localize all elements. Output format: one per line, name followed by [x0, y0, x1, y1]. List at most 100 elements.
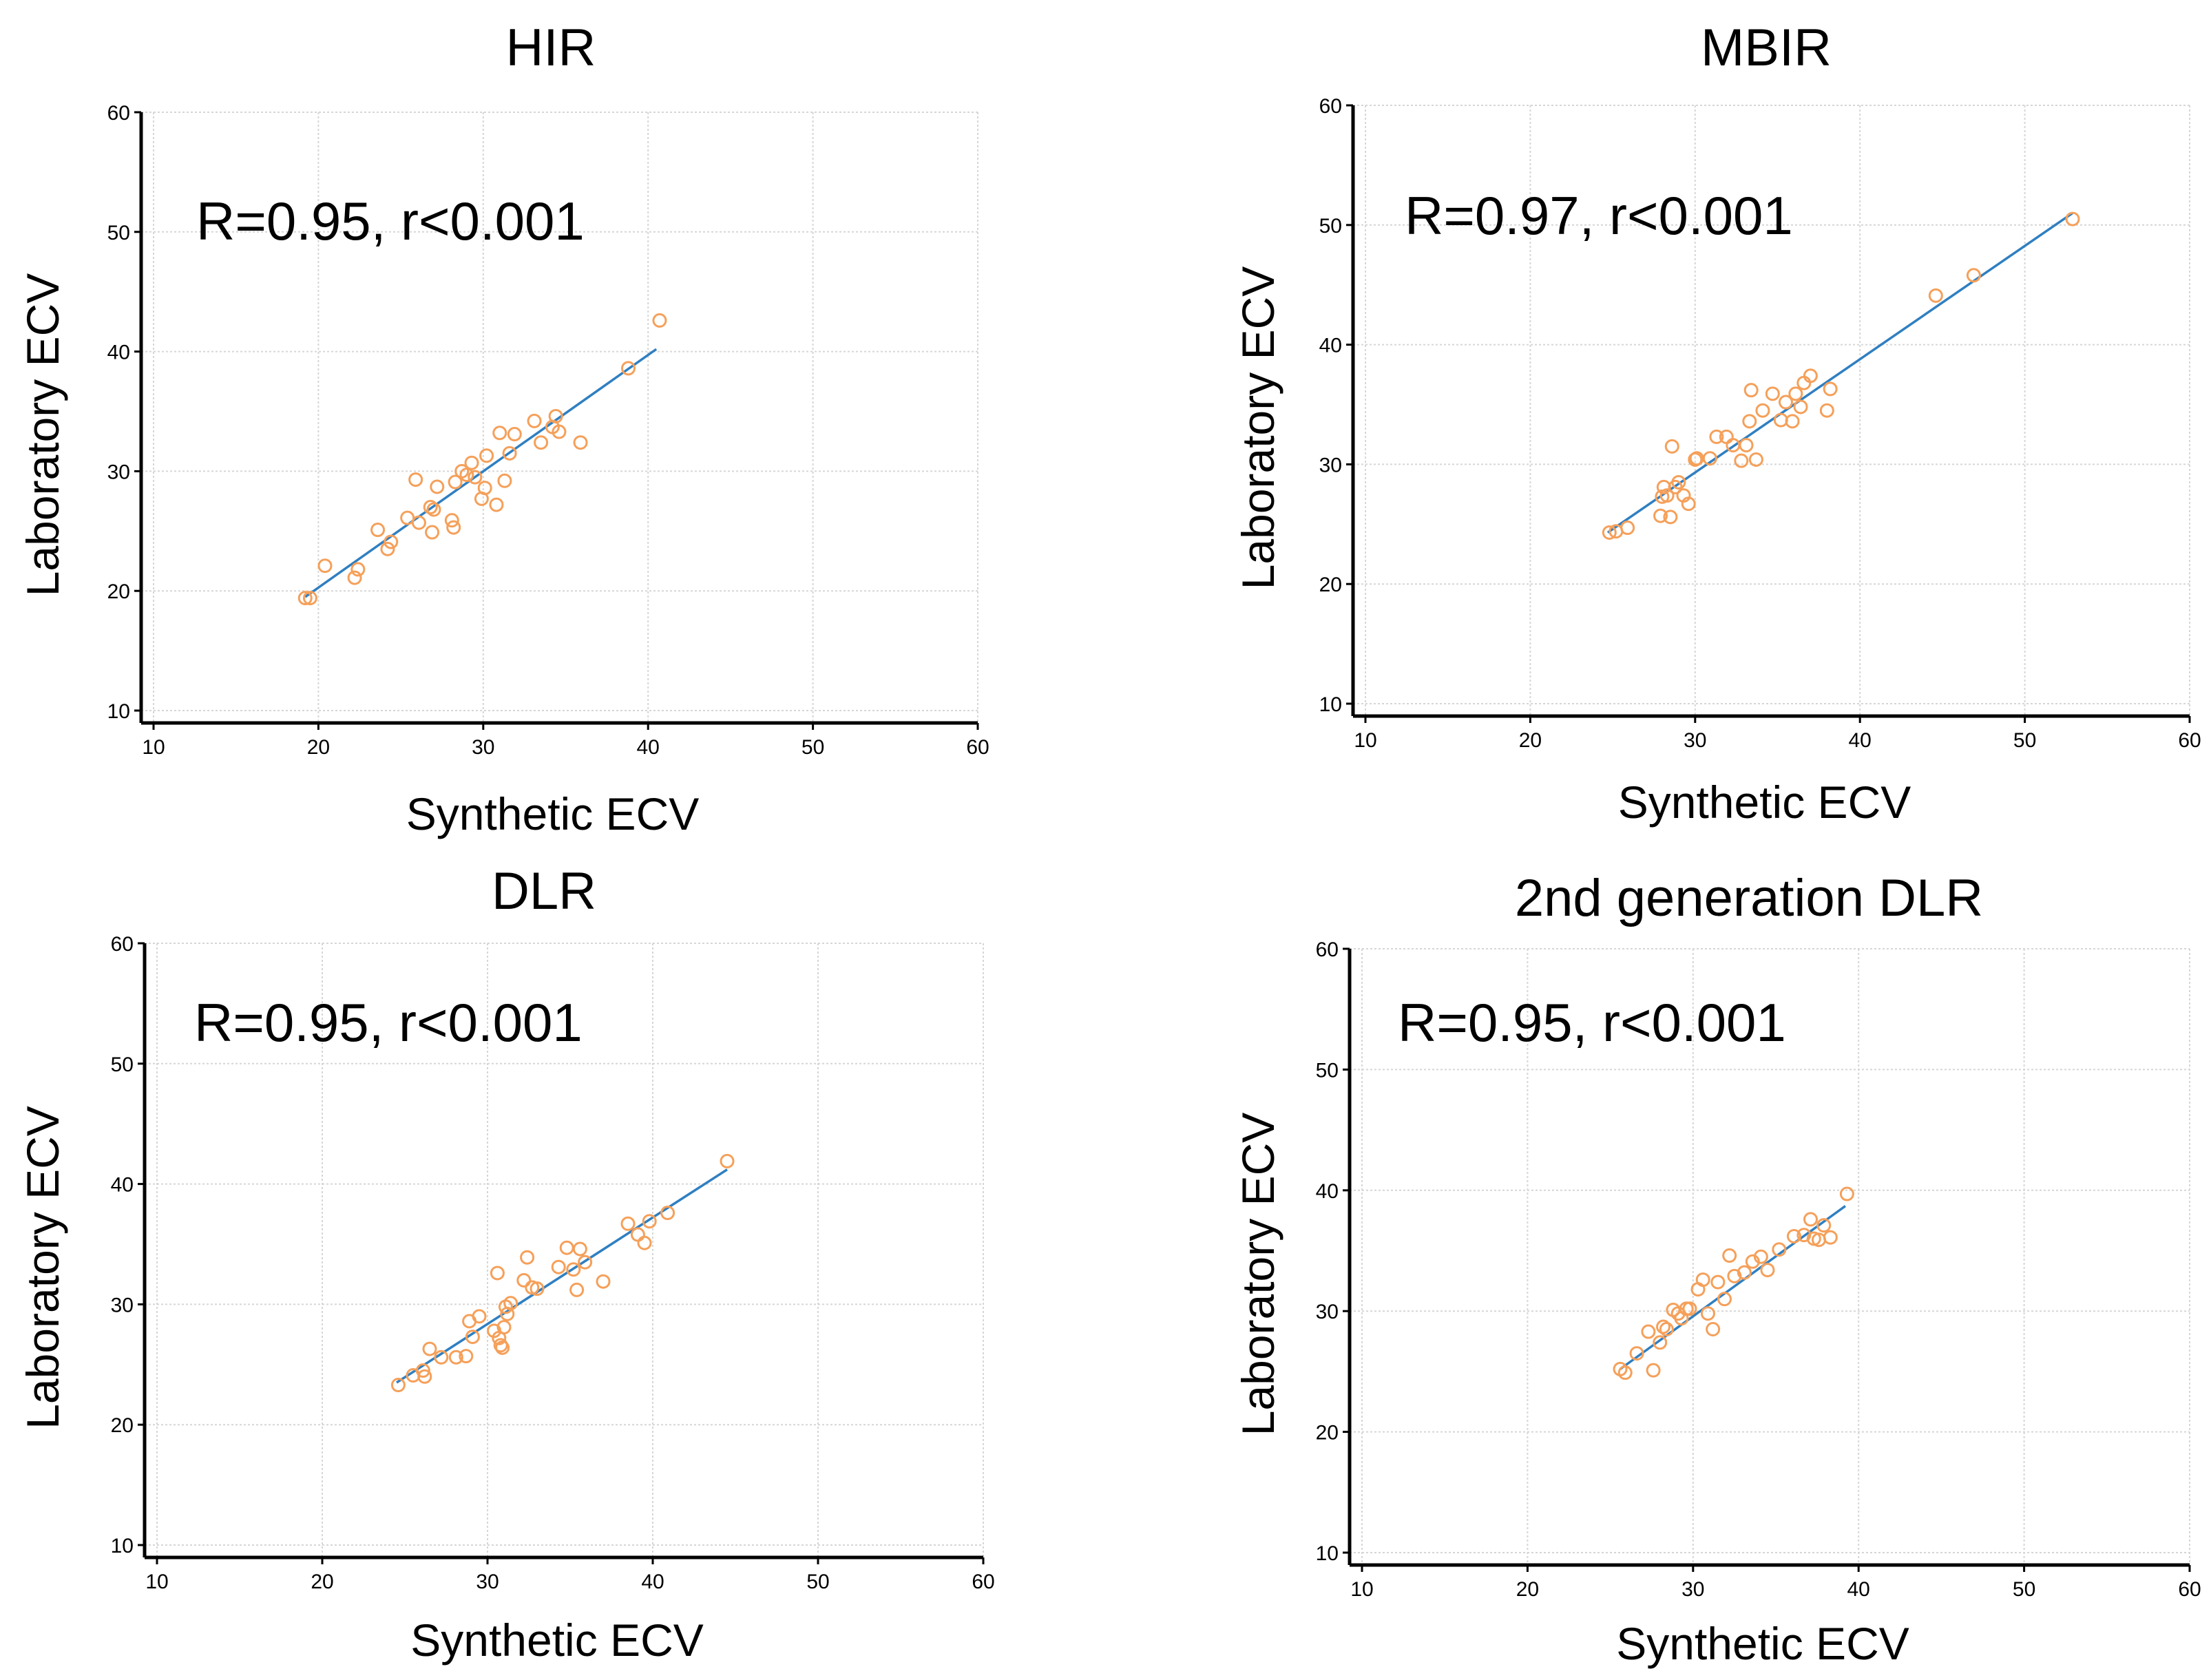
data-point: [569, 1282, 585, 1297]
data-point: [1772, 1242, 1787, 1257]
data-point: [520, 1250, 535, 1265]
data-point: [448, 474, 463, 490]
regression-line: [1606, 211, 2074, 534]
data-point: [573, 435, 588, 450]
data-point: [1753, 1249, 1768, 1264]
y-tick-label: 60: [107, 102, 130, 125]
data-point: [720, 1153, 735, 1168]
data-point: [1653, 1335, 1668, 1350]
data-point: [1702, 451, 1717, 466]
x-tick-label: 40: [637, 736, 660, 759]
data-point: [559, 1240, 574, 1255]
x-tick-label: 50: [2013, 729, 2036, 752]
data-point: [620, 361, 636, 376]
x-tick-label: 50: [801, 736, 824, 759]
x-tick-label: 20: [1516, 1578, 1539, 1601]
data-point: [1722, 1248, 1737, 1263]
chart-dlr: 10 20 30 40 50 60 10 20 30 40 50 60 DLR R=0.95, r<0.0…: [17, 862, 995, 1666]
x-tick-label: 10: [145, 1571, 168, 1593]
data-point: [516, 1272, 532, 1288]
data-point: [297, 591, 313, 606]
data-point: [490, 1266, 505, 1281]
data-point: [430, 479, 445, 494]
y-tick-label: 60: [1319, 95, 1342, 118]
x-axis-label: Synthetic ECV: [1618, 777, 1911, 828]
data-point: [489, 497, 504, 512]
data-point: [1710, 1274, 1726, 1290]
data-point: [572, 1241, 587, 1257]
x-tick-label: 20: [307, 736, 330, 759]
data-point: [1706, 1322, 1721, 1337]
y-tick-label: 60: [111, 933, 134, 956]
data-point: [1602, 525, 1617, 540]
data-point: [1629, 1346, 1644, 1361]
data-point: [630, 1227, 645, 1242]
y-tick-label: 10: [1316, 1542, 1339, 1565]
regression-line: [396, 1168, 728, 1384]
y-tick-label: 30: [111, 1294, 134, 1316]
y-tick-label: 20: [1319, 574, 1342, 596]
data-point: [1760, 1263, 1775, 1278]
x-tick-label: 30: [476, 1571, 499, 1593]
data-point: [459, 1349, 474, 1364]
x-axis-label: Synthetic ECV: [406, 788, 700, 839]
y-tick-label: 50: [107, 222, 130, 244]
data-point: [507, 427, 522, 442]
data-point: [350, 562, 366, 577]
correlation-annotation: R=0.95, r<0.001: [196, 191, 585, 251]
y-tick-label: 10: [1319, 693, 1342, 716]
data-point: [503, 1296, 518, 1311]
x-tick-label: 10: [142, 736, 165, 759]
x-axis-label: Synthetic ECV: [410, 1615, 704, 1666]
y-axis-label: Laboratory ECV: [17, 273, 68, 597]
data-point: [1793, 399, 1808, 414]
data-point: [1743, 383, 1759, 398]
y-tick-label: 50: [1319, 215, 1342, 238]
y-tick-label: 30: [107, 461, 130, 483]
correlation-annotation: R=0.95, r<0.001: [194, 992, 583, 1053]
correlation-annotation: R=0.97, r<0.001: [1405, 185, 1793, 246]
y-tick-label: 40: [1319, 335, 1342, 357]
data-point: [347, 570, 362, 585]
y-tick-label: 50: [111, 1053, 134, 1076]
data-point: [578, 1254, 593, 1270]
y-tick-label: 20: [1316, 1422, 1339, 1445]
x-tick-label: 10: [1350, 1578, 1373, 1601]
data-point: [1803, 1212, 1818, 1227]
x-tick-label: 60: [2178, 1578, 2201, 1601]
data-point: [1646, 1363, 1661, 1378]
x-axis-label: Synthetic ECV: [1616, 1618, 1909, 1669]
data-point: [1778, 395, 1793, 410]
data-point: [1928, 288, 1943, 303]
data-point: [566, 1262, 581, 1277]
data-point: [1803, 368, 1818, 384]
data-point: [317, 558, 333, 574]
data-point: [496, 1320, 512, 1335]
data-point: [302, 591, 317, 606]
data-point: [1656, 1319, 1671, 1334]
data-point: [380, 541, 395, 556]
data-point: [1823, 381, 1838, 397]
data-point: [477, 481, 492, 496]
y-tick-label: 20: [111, 1414, 134, 1437]
x-tick-label: 60: [966, 736, 989, 759]
data-point: [492, 426, 507, 441]
y-tick-label: 30: [1316, 1301, 1339, 1323]
x-tick-label: 60: [2178, 729, 2201, 752]
data-point: [479, 448, 494, 463]
y-tick-label: 30: [1319, 454, 1342, 476]
x-tick-label: 40: [641, 1571, 664, 1593]
x-tick-label: 20: [311, 1571, 333, 1593]
data-point: [1742, 414, 1757, 429]
y-tick-label: 10: [111, 1535, 134, 1557]
x-tick-label: 30: [472, 736, 494, 759]
y-tick-label: 20: [107, 580, 130, 603]
data-point: [1785, 414, 1800, 429]
chart-mbir: 10 20 30 40 50 60 10 20 30 40 50 60 MBIR R=0.97, r<0.…: [1233, 19, 2201, 828]
data-point: [459, 468, 474, 483]
x-tick-label: 20: [1519, 729, 1542, 752]
data-point: [1695, 1272, 1710, 1288]
x-tick-label: 10: [1354, 729, 1376, 752]
data-point: [495, 1340, 510, 1355]
